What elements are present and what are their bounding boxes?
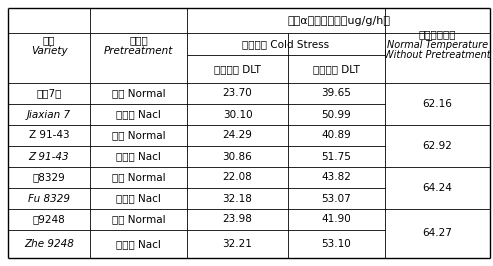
Text: Normal Temperature: Normal Temperature [387, 40, 488, 51]
Text: Pretreatment: Pretreatment [104, 47, 173, 56]
Text: 64.24: 64.24 [423, 183, 453, 193]
Text: 正常 Normal: 正常 Normal [112, 89, 165, 98]
Text: 41.90: 41.90 [321, 214, 352, 225]
Text: 预处理: 预处理 [129, 35, 148, 45]
Text: 辐8329: 辐8329 [33, 172, 66, 182]
Text: 正常 Normal: 正常 Normal [112, 172, 165, 182]
Text: 常温测定 DLT: 常温测定 DLT [313, 64, 360, 74]
Text: 嘉籼7号: 嘉籼7号 [36, 89, 62, 98]
Text: 氯化钠 Nacl: 氯化钠 Nacl [116, 193, 161, 203]
Text: 50.99: 50.99 [321, 110, 352, 119]
Text: 53.07: 53.07 [321, 193, 352, 203]
Text: Jiaxian 7: Jiaxian 7 [27, 110, 71, 119]
Text: 30.86: 30.86 [223, 152, 252, 161]
Text: 品种: 品种 [43, 35, 55, 45]
Text: 低温测定 DLT: 低温测定 DLT [214, 64, 261, 74]
Text: 低温胁迫 Cold Stress: 低温胁迫 Cold Stress [243, 39, 329, 49]
Text: 22.08: 22.08 [223, 172, 252, 182]
Text: 氯化钠 Nacl: 氯化钠 Nacl [116, 152, 161, 161]
Text: Zhe 9248: Zhe 9248 [24, 239, 74, 249]
Text: Fu 8329: Fu 8329 [28, 193, 70, 203]
Text: 氯化钠 Nacl: 氯化钠 Nacl [116, 239, 161, 249]
Text: 32.18: 32.18 [222, 193, 252, 203]
Text: Variety: Variety [31, 47, 68, 56]
Text: Z 91-43: Z 91-43 [29, 131, 70, 140]
Text: 51.75: 51.75 [321, 152, 352, 161]
Text: 24.29: 24.29 [222, 131, 252, 140]
Text: 64.27: 64.27 [423, 228, 453, 239]
Text: 40.89: 40.89 [321, 131, 352, 140]
Text: 62.16: 62.16 [423, 99, 453, 109]
Text: 鲜根α萘胺氧化量（ug/g/h）: 鲜根α萘胺氧化量（ug/g/h） [287, 15, 390, 26]
Text: 浙9248: 浙9248 [33, 214, 66, 225]
Text: 62.92: 62.92 [423, 141, 453, 151]
Text: 30.10: 30.10 [223, 110, 252, 119]
Text: 53.10: 53.10 [321, 239, 352, 249]
Text: Without Pretreatment: Without Pretreatment [384, 51, 491, 60]
Text: 正常 Normal: 正常 Normal [112, 131, 165, 140]
Text: 常温无预处理: 常温无预处理 [419, 30, 456, 39]
Text: 23.70: 23.70 [223, 89, 252, 98]
Text: 43.82: 43.82 [321, 172, 352, 182]
Text: Z 91-43: Z 91-43 [29, 152, 70, 161]
Text: 氯化钠 Nacl: 氯化钠 Nacl [116, 110, 161, 119]
Text: 32.21: 32.21 [222, 239, 252, 249]
Text: 正常 Normal: 正常 Normal [112, 214, 165, 225]
Text: 23.98: 23.98 [222, 214, 252, 225]
Text: 39.65: 39.65 [321, 89, 352, 98]
